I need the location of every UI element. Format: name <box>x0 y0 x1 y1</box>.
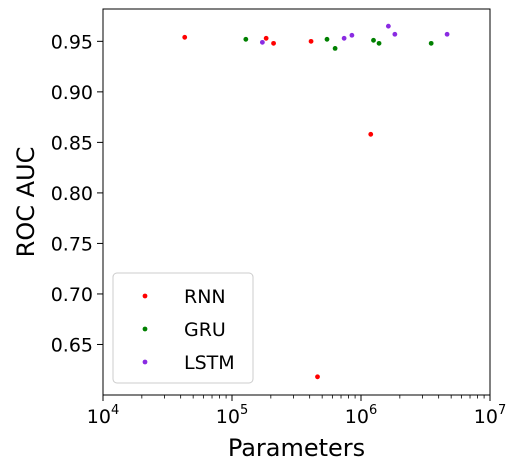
legend: RNN GRU LSTM <box>112 272 254 384</box>
x-tick-label: 106 <box>345 403 377 428</box>
y-tick-label: 0.65 <box>51 334 93 356</box>
legend-label-lstm: LSTM <box>184 352 235 374</box>
x-tick-label: 104 <box>87 403 119 428</box>
point-gru-4 <box>376 40 382 46</box>
point-rnn-4 <box>315 374 320 380</box>
point-lstm-0 <box>259 39 265 45</box>
point-lstm-4 <box>392 31 398 37</box>
x-axis-title: Parameters <box>228 434 365 462</box>
point-rnn-3 <box>308 38 314 44</box>
y-axis-title: ROC AUC <box>12 147 40 258</box>
plot-frame <box>102 8 491 396</box>
y-axis-ticks: 0.65 0.70 0.75 0.80 0.85 0.90 0.95 <box>51 31 103 356</box>
point-rnn-2 <box>271 40 276 46</box>
point-lstm-3 <box>385 23 391 29</box>
y-tick-label: 0.90 <box>51 82 93 104</box>
point-rnn-5 <box>368 131 374 137</box>
y-tick-label: 0.85 <box>51 132 93 154</box>
legend-label-rnn: RNN <box>184 286 226 308</box>
point-gru-0 <box>243 36 249 42</box>
y-tick-label: 0.75 <box>51 233 93 255</box>
point-rnn-0 <box>182 34 188 40</box>
x-tick-label: 107 <box>474 403 506 428</box>
legend-marker-gru <box>142 326 148 332</box>
point-gru-5 <box>428 40 434 46</box>
x-tick-label: 105 <box>216 403 248 428</box>
point-lstm-2 <box>349 32 355 38</box>
legend-frame <box>112 272 254 384</box>
point-gru-3 <box>371 37 376 43</box>
y-tick-label: 0.80 <box>51 183 93 205</box>
y-tick-label: 0.95 <box>51 31 93 53</box>
legend-marker-lstm <box>142 359 148 365</box>
point-lstm-1 <box>341 35 347 41</box>
data-points <box>182 23 450 380</box>
point-gru-1 <box>324 36 330 42</box>
point-lstm-5 <box>444 31 450 37</box>
point-gru-2 <box>332 46 338 51</box>
x-axis-ticks: 104 105 106 107 <box>87 395 506 428</box>
legend-marker-rnn <box>142 293 148 299</box>
point-rnn-1 <box>263 35 269 41</box>
legend-label-gru: GRU <box>184 319 226 341</box>
y-tick-label: 0.70 <box>51 284 93 306</box>
